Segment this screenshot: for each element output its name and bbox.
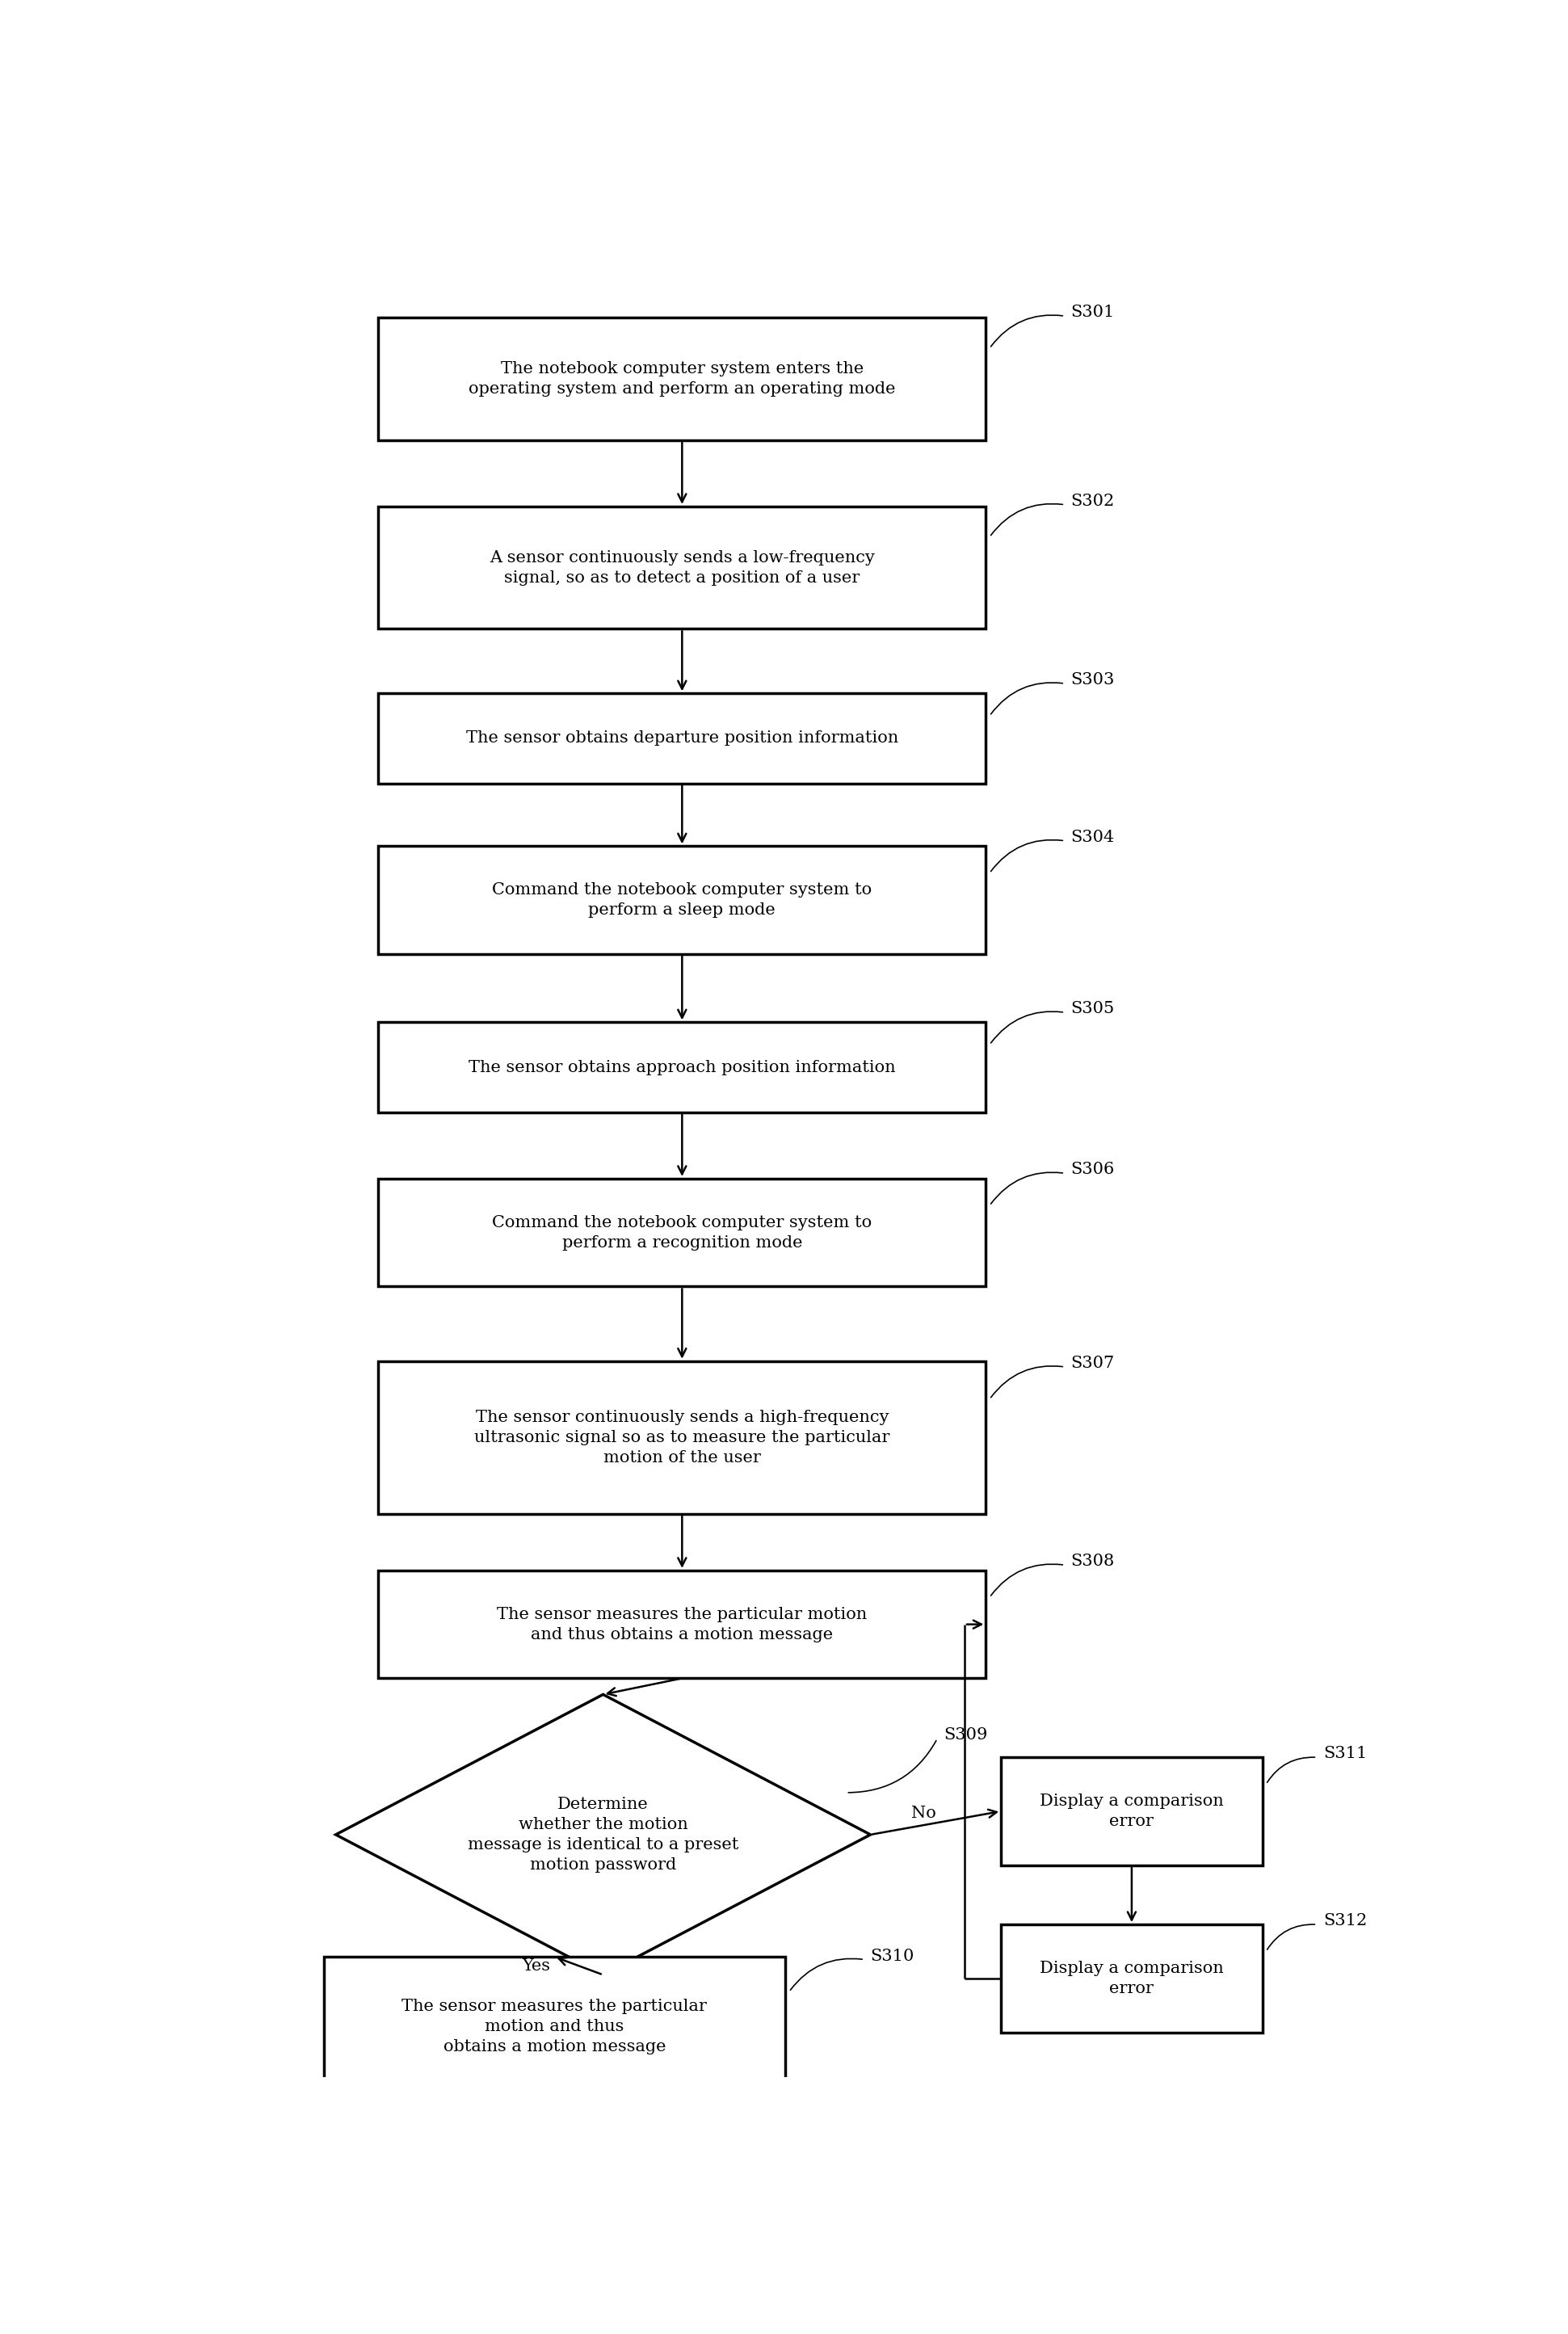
Text: S308: S308 bbox=[1071, 1554, 1115, 1568]
Text: The sensor measures the particular
motion and thus
obtains a motion message: The sensor measures the particular motio… bbox=[401, 1998, 707, 2054]
Text: The notebook computer system enters the
operating system and perform an operatin: The notebook computer system enters the … bbox=[469, 362, 895, 397]
Text: S305: S305 bbox=[1071, 1001, 1115, 1018]
Text: The sensor continuously sends a high-frequency
ultrasonic signal so as to measur: The sensor continuously sends a high-fre… bbox=[474, 1410, 891, 1466]
Text: The sensor measures the particular motion
and thus obtains a motion message: The sensor measures the particular motio… bbox=[497, 1606, 867, 1643]
Text: Command the notebook computer system to
perform a recognition mode: Command the notebook computer system to … bbox=[492, 1214, 872, 1251]
Text: S307: S307 bbox=[1071, 1356, 1115, 1370]
Text: The sensor obtains departure position information: The sensor obtains departure position in… bbox=[466, 731, 898, 747]
Polygon shape bbox=[336, 1694, 870, 1975]
Text: S301: S301 bbox=[1071, 306, 1115, 320]
Text: S306: S306 bbox=[1071, 1162, 1115, 1176]
Text: Display a comparison
error: Display a comparison error bbox=[1040, 1961, 1223, 1996]
Bar bbox=[378, 1571, 986, 1678]
Bar bbox=[378, 506, 986, 628]
Text: S309: S309 bbox=[944, 1727, 988, 1743]
Text: Display a comparison
error: Display a comparison error bbox=[1040, 1793, 1223, 1830]
Text: S311: S311 bbox=[1323, 1746, 1367, 1762]
Text: Command the notebook computer system to
perform a sleep mode: Command the notebook computer system to … bbox=[492, 882, 872, 917]
Text: No: No bbox=[911, 1807, 936, 1821]
Bar bbox=[378, 847, 986, 955]
Bar bbox=[378, 1022, 986, 1113]
Bar bbox=[378, 693, 986, 784]
Text: S310: S310 bbox=[870, 1949, 914, 1963]
Text: S303: S303 bbox=[1071, 672, 1115, 689]
Bar bbox=[323, 1956, 786, 2096]
Bar bbox=[1000, 1758, 1262, 1865]
Text: S312: S312 bbox=[1323, 1914, 1367, 1928]
Text: Yes: Yes bbox=[522, 1958, 550, 1975]
Bar bbox=[378, 317, 986, 441]
Text: The sensor obtains approach position information: The sensor obtains approach position inf… bbox=[469, 1060, 895, 1076]
Bar bbox=[1000, 1926, 1262, 2033]
Bar bbox=[378, 1179, 986, 1286]
Text: S302: S302 bbox=[1071, 492, 1115, 509]
Text: Determine
whether the motion
message is identical to a preset
motion password: Determine whether the motion message is … bbox=[467, 1797, 739, 1872]
Text: S304: S304 bbox=[1071, 829, 1115, 845]
Text: A sensor continuously sends a low-frequency
signal, so as to detect a position o: A sensor continuously sends a low-freque… bbox=[489, 551, 875, 586]
Bar bbox=[378, 1361, 986, 1515]
